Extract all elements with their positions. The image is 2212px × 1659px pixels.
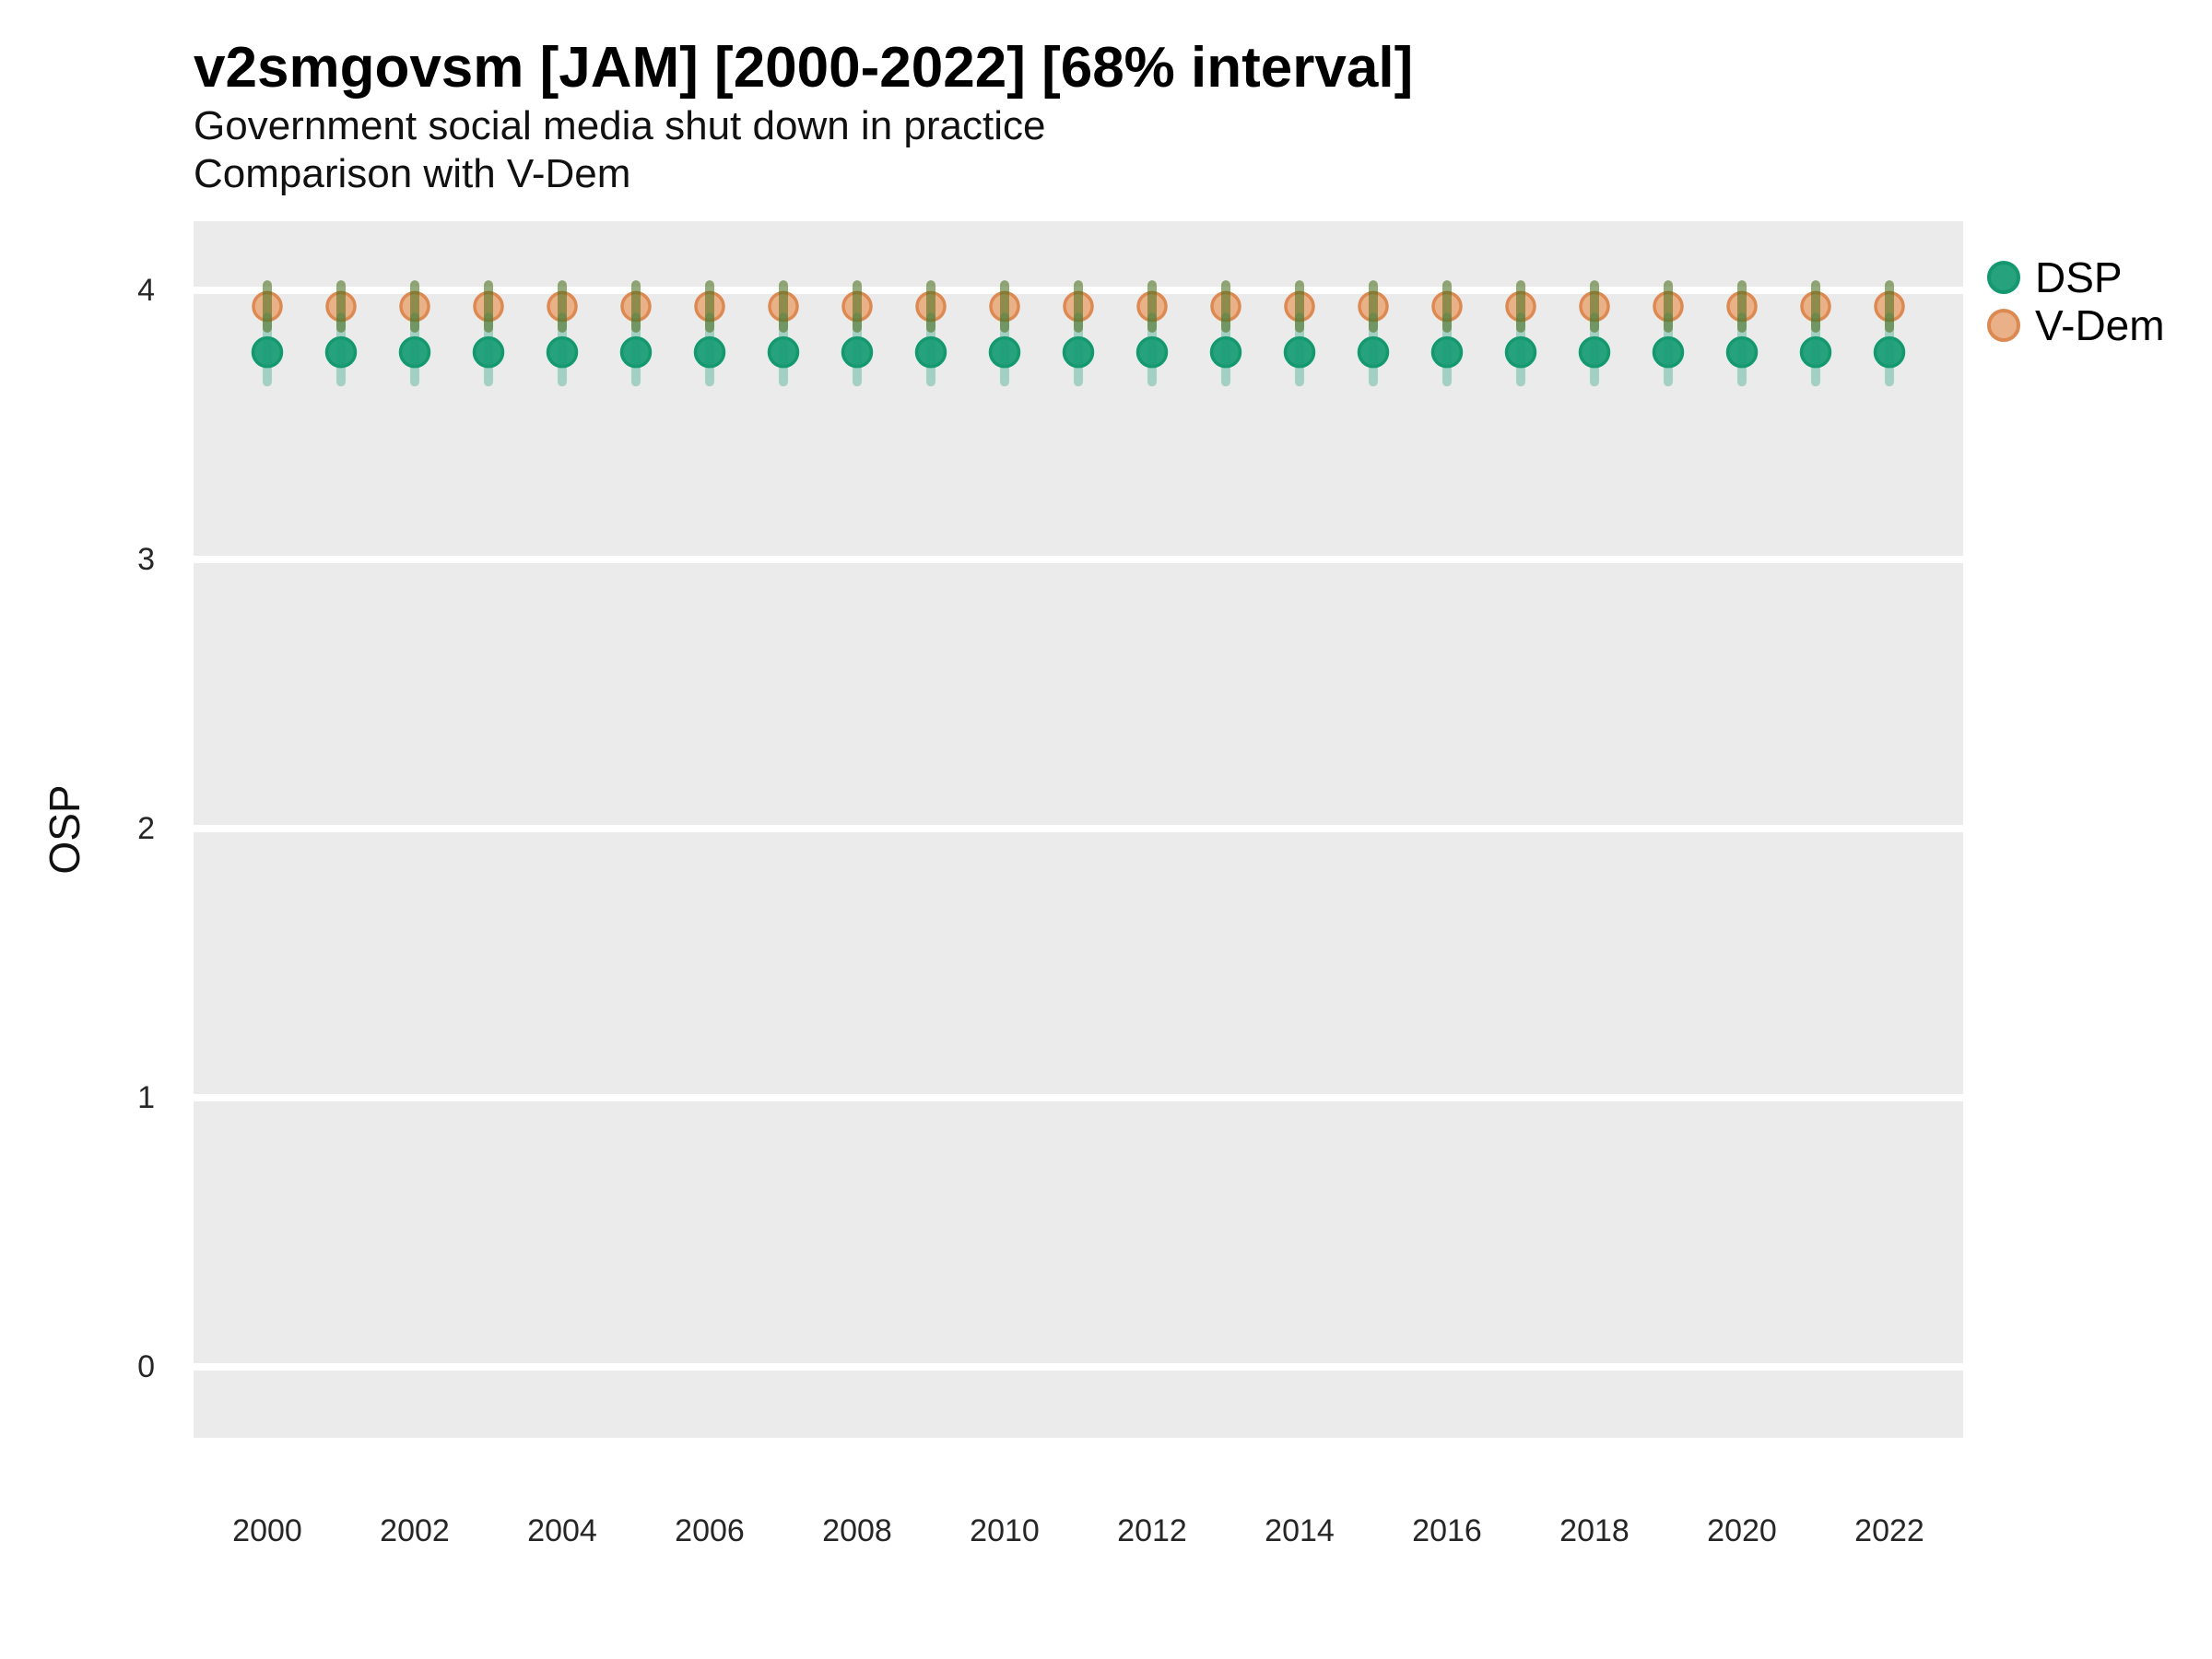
legend-item-dsp: DSP (1987, 256, 2165, 299)
x-tick-label: 2008 (822, 1513, 892, 1548)
x-tick-label: 2006 (675, 1513, 745, 1548)
dsp-point (324, 335, 358, 369)
dsp-point (914, 335, 947, 369)
dsp-point (619, 335, 653, 369)
dsp-point (398, 335, 431, 369)
legend-item-vdem: V-Dem (1987, 304, 2165, 347)
chart-title: v2smgovsm [JAM] [2000-2022] [68% interva… (194, 36, 1414, 100)
dsp-legend-dot-icon (1987, 261, 2020, 294)
dsp-point (988, 335, 1021, 369)
x-tick-label: 2016 (1412, 1513, 1482, 1548)
x-tick-label: 2020 (1707, 1513, 1777, 1548)
dsp-point (1283, 335, 1316, 369)
x-tick-label: 2022 (1854, 1513, 1924, 1548)
dsp-point (693, 335, 726, 369)
x-tick-label: 2014 (1265, 1513, 1335, 1548)
dsp-point (546, 335, 579, 369)
x-tick-label: 2000 (232, 1513, 302, 1548)
legend: DSP V-Dem (1987, 256, 2165, 347)
dsp-point (841, 335, 874, 369)
y-tick-label: 4 (137, 273, 155, 308)
dsp-point (1357, 335, 1390, 369)
y-tick-label: 0 (137, 1349, 155, 1384)
dsp-point (1652, 335, 1685, 369)
vdem-legend-dot-icon (1987, 309, 2020, 342)
dsp-point (1873, 335, 1906, 369)
dsp-point (1062, 335, 1095, 369)
dsp-point (1135, 335, 1169, 369)
y-tick-label: 3 (137, 542, 155, 577)
legend-label-dsp: DSP (2035, 253, 2123, 301)
dsp-point (1504, 335, 1537, 369)
dsp-point (767, 335, 800, 369)
dsp-point (1725, 335, 1759, 369)
dsp-point (1799, 335, 1832, 369)
legend-label-vdem: V-Dem (2035, 301, 2165, 349)
dsp-point (1209, 335, 1242, 369)
y-tick-label: 1 (137, 1080, 155, 1115)
x-tick-label: 2010 (970, 1513, 1040, 1548)
dsp-point (1430, 335, 1464, 369)
x-tick-label: 2018 (1559, 1513, 1630, 1548)
chart-subtitle: Government social media shut down in pra… (194, 103, 1046, 148)
x-tick-label: 2002 (380, 1513, 450, 1548)
dsp-point (1578, 335, 1611, 369)
dsp-point (251, 335, 284, 369)
x-tick-label: 2012 (1117, 1513, 1187, 1548)
chart-subtitle-comparison: Comparison with V-Dem (194, 151, 631, 196)
x-tick-label: 2004 (527, 1513, 597, 1548)
dsp-point (472, 335, 505, 369)
y-tick-label: 2 (137, 811, 155, 846)
